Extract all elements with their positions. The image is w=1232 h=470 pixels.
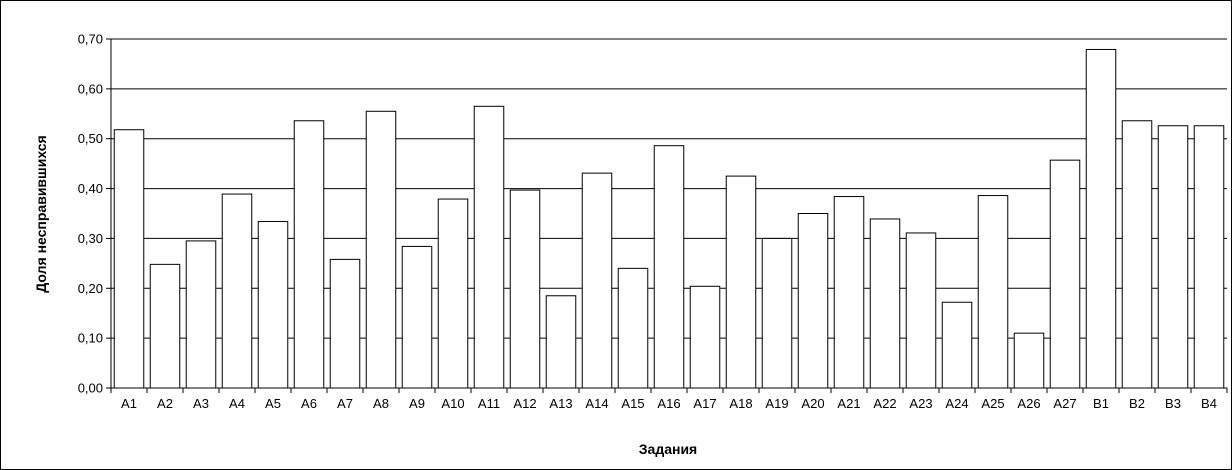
y-tick-label: 0,10: [78, 331, 103, 346]
bar: [1193, 125, 1225, 389]
bar: [365, 110, 397, 389]
x-tick-label: A8: [373, 396, 389, 411]
bar: [473, 105, 505, 389]
x-tick-label: A16: [657, 396, 680, 411]
x-tick-label: A21: [837, 396, 860, 411]
bar: [1085, 48, 1117, 389]
y-tick-label: 0,70: [78, 32, 103, 47]
x-tick-label: A22: [873, 396, 896, 411]
bar: [653, 145, 685, 389]
bar: [761, 237, 793, 389]
x-tick-label: A12: [513, 396, 536, 411]
bar: [833, 196, 865, 389]
x-tick-label: B1: [1093, 396, 1109, 411]
bar: [113, 129, 145, 389]
x-tick-label: A4: [229, 396, 245, 411]
x-tick-label: A17: [693, 396, 716, 411]
x-tick-label: A26: [1017, 396, 1040, 411]
y-tick-labels: 0,00 0,10 0,20 0,30 0,40 0,50 0,60 0,70: [78, 32, 103, 396]
bar: [545, 295, 577, 389]
bar: [725, 175, 757, 389]
x-tick-label: A18: [729, 396, 752, 411]
x-tick-label: A3: [193, 396, 209, 411]
bar: [185, 240, 217, 389]
x-tick-label: A24: [945, 396, 968, 411]
x-tick-label: A7: [337, 396, 353, 411]
y-tick-label: 0,20: [78, 281, 103, 296]
x-tick-label: A9: [409, 396, 425, 411]
x-tick-label: A2: [157, 396, 173, 411]
x-tick-label: A14: [585, 396, 608, 411]
bar: [1157, 125, 1189, 389]
x-tick-label: A19: [765, 396, 788, 411]
x-tick-label: A5: [265, 396, 281, 411]
bar: [257, 220, 289, 389]
y-tick-label: 0,50: [78, 131, 103, 146]
bar: [1121, 120, 1153, 389]
y-tick-label: 0,40: [78, 181, 103, 196]
bar: [941, 301, 973, 389]
x-tick-label: A1: [121, 396, 137, 411]
bar: [149, 263, 181, 389]
bar: [689, 285, 721, 389]
x-tick-label: B3: [1165, 396, 1181, 411]
bar: [401, 245, 433, 389]
x-tick-label: A11: [478, 396, 500, 411]
x-tick-label: A15: [621, 396, 644, 411]
bar: [329, 258, 361, 389]
x-tick-label: A10: [441, 396, 464, 411]
x-tick-label: A6: [301, 396, 317, 411]
x-tick-labels: A1 A2 A3 A4 A5 A6 A7 A8 A9 A10 A11 A12 A13 A14 A15 A16 A…: [121, 396, 1217, 411]
x-axis-title: Задания: [639, 441, 697, 457]
x-tick-label: A23: [909, 396, 932, 411]
bar: [437, 198, 469, 389]
y-tick-label: 0,30: [78, 231, 103, 246]
y-tick-label: 0,00: [78, 381, 103, 396]
bar: [617, 267, 649, 389]
bar: [797, 213, 829, 389]
bar: [581, 172, 613, 389]
bar: [509, 189, 541, 389]
x-tick-label: B4: [1201, 396, 1217, 411]
x-tick-label: A25: [981, 396, 1004, 411]
bar: [905, 232, 937, 389]
bar: [1049, 159, 1081, 389]
bar: [1013, 332, 1045, 389]
bar: [221, 193, 253, 389]
bar: [293, 120, 325, 389]
x-tick-label: B2: [1129, 396, 1145, 411]
bar: [977, 195, 1009, 389]
y-axis-title: Доля несправившихся: [33, 135, 49, 292]
x-tick-label: A27: [1053, 396, 1076, 411]
bar: [869, 218, 901, 389]
x-tick-label: A20: [801, 396, 824, 411]
bars: [113, 48, 1225, 389]
y-tick-label: 0,60: [78, 81, 103, 96]
x-tick-label: A13: [549, 396, 572, 411]
